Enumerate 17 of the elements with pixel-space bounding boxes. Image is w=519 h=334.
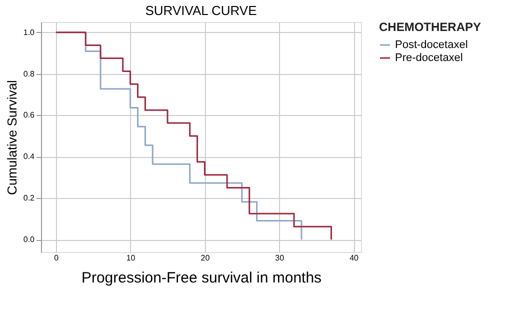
y-tick-label: 1.0 [23,28,36,37]
y-tick-label: 0.4 [23,152,36,162]
x-tick-label: 20 [200,254,210,262]
y-tick-label: 0.0 [23,235,36,244]
legend-label: Pre-docetaxel [395,52,463,64]
y-axis-title: Cumulative Survival [4,80,20,195]
y-tick-label: 0.8 [23,69,36,78]
chart-title: SURVIVAL CURVE [145,3,258,18]
y-tick-label: 0.6 [23,110,36,120]
y-tick-label: 0.2 [23,194,36,203]
x-tick-label: 0 [54,254,60,262]
legend-label: Post-docetaxel [395,39,468,51]
legend-title: CHEMOTHERAPY [379,20,482,34]
x-axis-title: Progression-Free survival in months [81,270,322,286]
x-tick-label: 30 [275,254,285,262]
x-tick-label: 40 [350,254,360,262]
x-tick-label: 10 [126,254,136,262]
